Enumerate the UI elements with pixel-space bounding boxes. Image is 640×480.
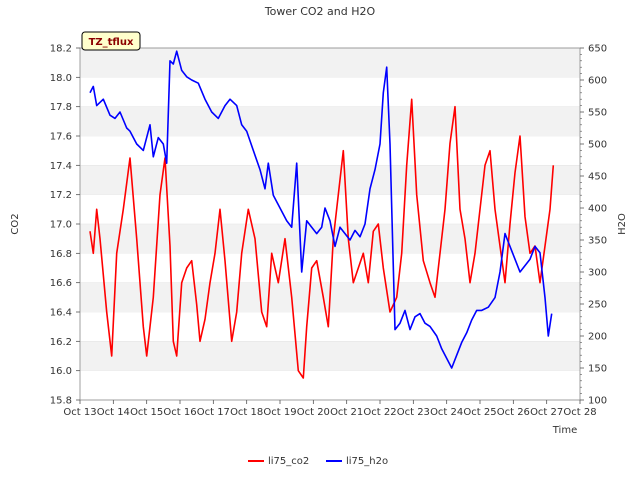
x-tick-label: Oct 14	[97, 407, 130, 418]
y-axis-title: CO2	[10, 213, 21, 234]
x-tick-label: Oct 26	[497, 407, 530, 418]
x-tick-label: Oct 25	[463, 407, 496, 418]
y2-tick-label: 350	[588, 236, 607, 247]
axes: Oct 13 Oct 14 Oct 15 Oct 16 Oct 17 Oct 18 Oct …	[50, 44, 607, 419]
y2-tick-label: 650	[588, 44, 607, 55]
x-tick-label: Oct 19	[263, 407, 296, 418]
x-tick-label: Oct 21	[330, 407, 363, 418]
x-tick-label: Oct 20	[297, 407, 330, 418]
y-tick-label: 17.8	[50, 102, 72, 113]
x-tick-label: Oct 23	[397, 407, 430, 418]
y-tick-label: 16.8	[50, 249, 72, 260]
chart-title: Tower CO2 and H2O	[264, 5, 376, 18]
y2-tick-label: 150	[588, 364, 607, 375]
y-tick-label: 16.6	[50, 278, 72, 289]
y2-tick-label: 450	[588, 172, 607, 183]
y-tick-label: 17.2	[50, 190, 72, 201]
legend-label-li75-co2: li75_co2	[268, 456, 309, 467]
y2-tick-label: 600	[588, 76, 607, 87]
legend: li75_co2 li75_h2o	[248, 456, 388, 467]
station-badge: TZ_tflux	[81, 31, 141, 51]
series-line-li75-co2	[89, 98, 555, 379]
x-axis-title: Time	[552, 425, 577, 436]
y-tick-label: 15.8	[50, 396, 72, 407]
x-tick-label: Oct 16	[163, 407, 196, 418]
y2-tick-label: 250	[588, 300, 607, 311]
y-tick-label: 17.0	[50, 220, 72, 231]
x-tick-label: Oct 22	[363, 407, 396, 418]
y-tick-label: 16.0	[50, 366, 72, 377]
x-tick-label: Oct 13	[63, 407, 96, 418]
station-badge-box	[81, 31, 141, 51]
y-tick-label: 17.6	[50, 132, 72, 143]
y-tick-label: 16.2	[50, 337, 72, 348]
y2-tick-label: 300	[588, 268, 607, 279]
station-badge-label: TZ_tflux	[89, 37, 134, 48]
series-lines	[89, 50, 555, 379]
legend-label-li75-h2o: li75_h2o	[346, 456, 388, 467]
y2-tick-label: 500	[588, 140, 607, 151]
x-tick-label: Oct 28	[563, 407, 596, 418]
y-tick-label: 17.4	[50, 161, 72, 172]
y-tick-label: 18.0	[50, 73, 72, 84]
grid-band	[80, 48, 580, 78]
y2-tick-label: 400	[588, 204, 607, 215]
x-tick-label: Oct 18	[230, 407, 263, 418]
x-tick-label: Oct 24	[430, 407, 463, 418]
x-tick-label: Oct 27	[530, 407, 563, 418]
grid-band	[80, 106, 580, 136]
y2-tick-label: 550	[588, 108, 607, 119]
y-tick-label: 18.2	[50, 44, 72, 55]
y2-tick-label: 100	[588, 396, 607, 407]
grid-band	[80, 224, 580, 254]
x-tick-label: Oct 17	[197, 407, 230, 418]
y2-tick-label: 200	[588, 332, 607, 343]
grid-band	[80, 165, 580, 195]
grid-band	[80, 341, 580, 371]
y-tick-label: 16.4	[50, 308, 72, 319]
y2-axis-title: H2O	[617, 213, 628, 235]
series-line-li75-h2o	[89, 50, 553, 369]
x-tick-label: Oct 15	[130, 407, 163, 418]
